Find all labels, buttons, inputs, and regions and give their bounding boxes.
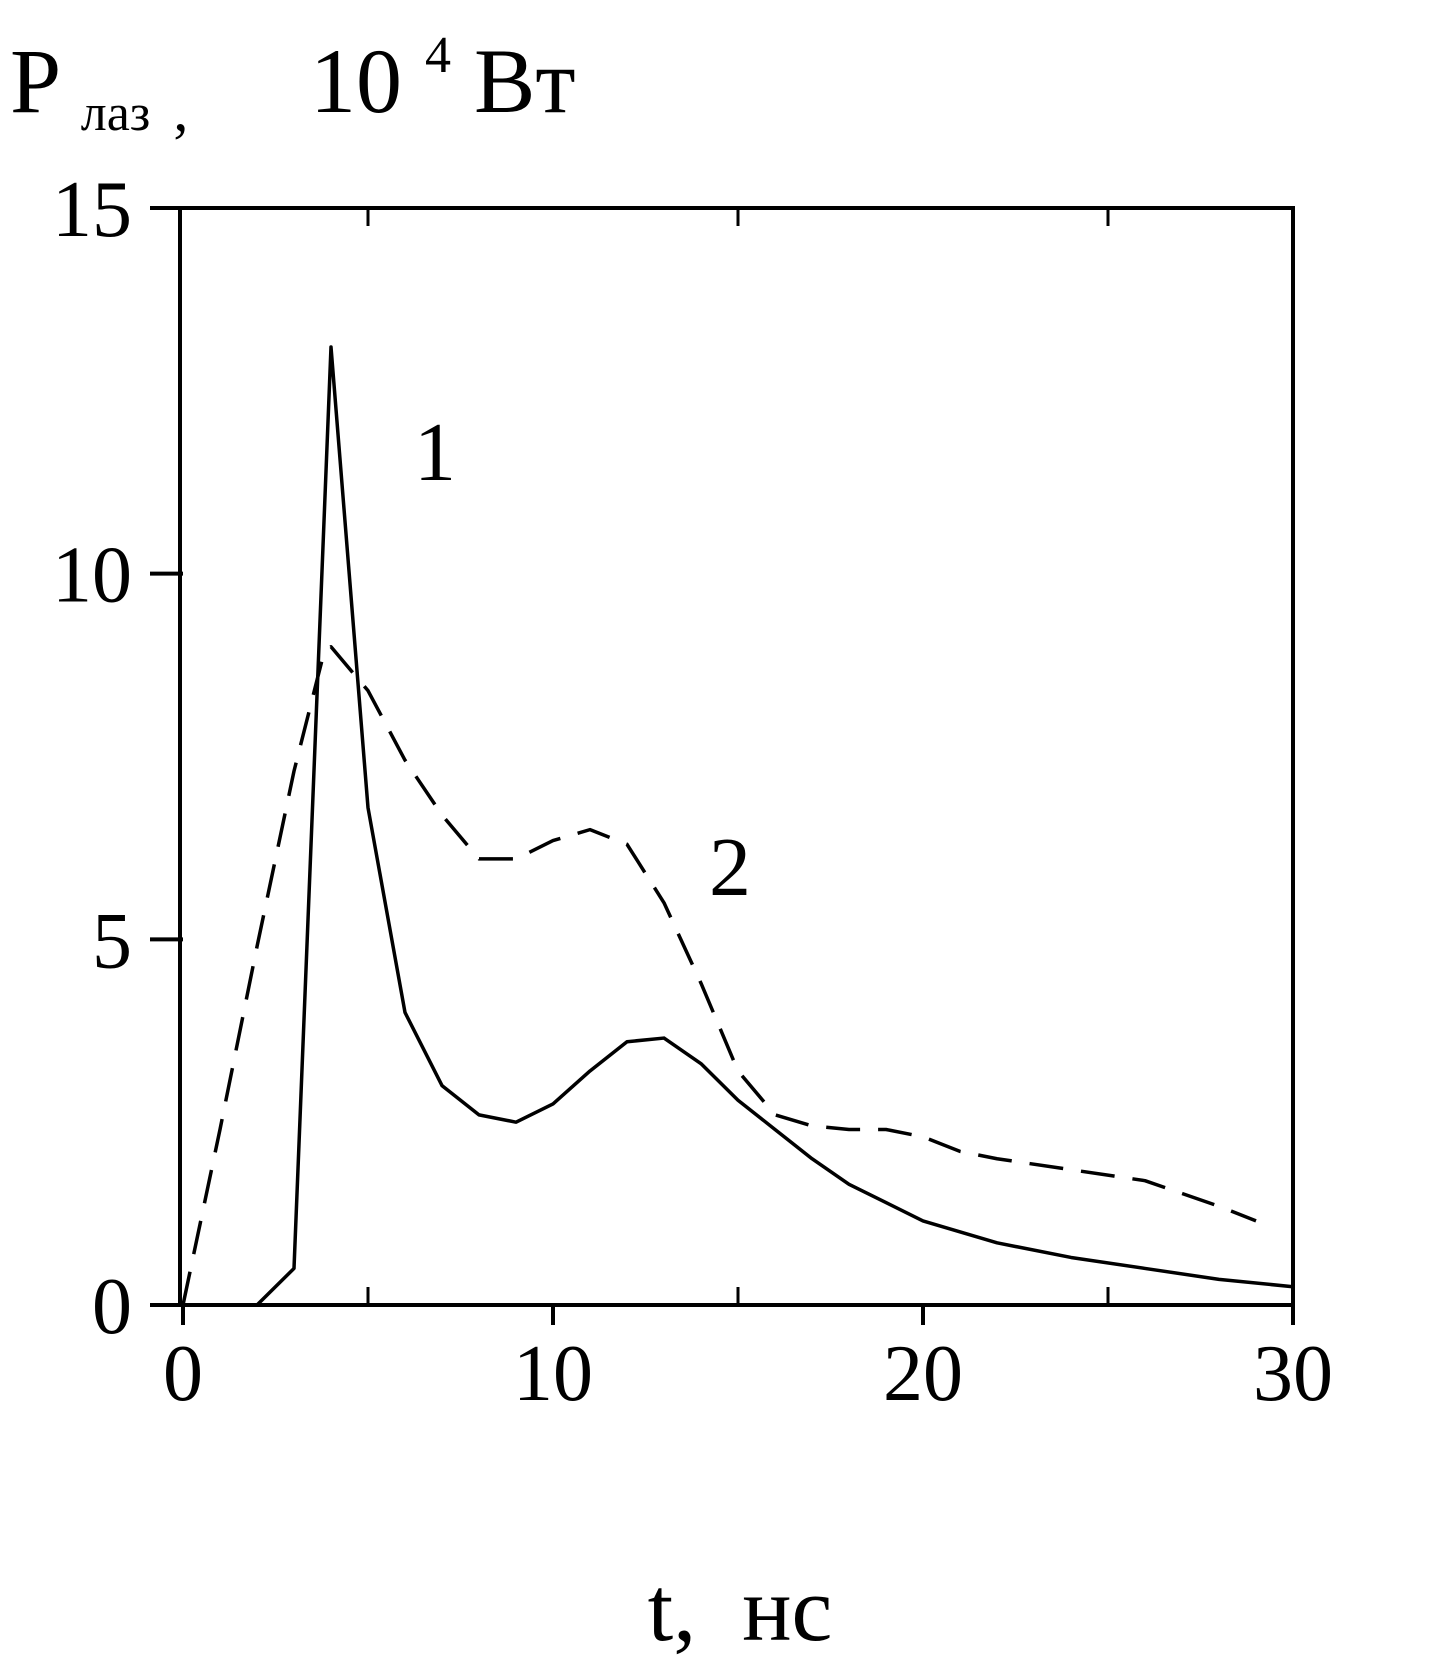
y-tick-label: 0	[92, 1263, 132, 1351]
x-tick-label: 20	[883, 1330, 963, 1418]
series-line	[183, 345, 1294, 1307]
x-tick-label: 30	[1253, 1330, 1333, 1418]
x-axis-label: t, нс	[648, 1558, 833, 1660]
y-label-subscript: лаз	[81, 85, 151, 142]
plot-frame	[178, 206, 1295, 1307]
series-label: 2	[709, 821, 751, 914]
y-tick-label: 5	[92, 897, 132, 985]
y-label-unit-base: 10	[310, 30, 402, 132]
y-label-unit: Вт	[474, 30, 576, 132]
y-label-unit-exponent: 4	[425, 27, 451, 84]
x-tick-label: 10	[513, 1330, 593, 1418]
y-label-symbol: P	[10, 30, 58, 132]
y-tick-label: 10	[52, 532, 132, 620]
y-label-separator: ,	[173, 77, 188, 143]
y-axis-label: P лаз , 10 4 Вт	[10, 0, 576, 150]
x-tick-label: 0	[163, 1330, 203, 1418]
y-tick-label: 15	[52, 166, 132, 254]
series-label: 1	[414, 406, 456, 499]
series-line	[181, 645, 1257, 1306]
